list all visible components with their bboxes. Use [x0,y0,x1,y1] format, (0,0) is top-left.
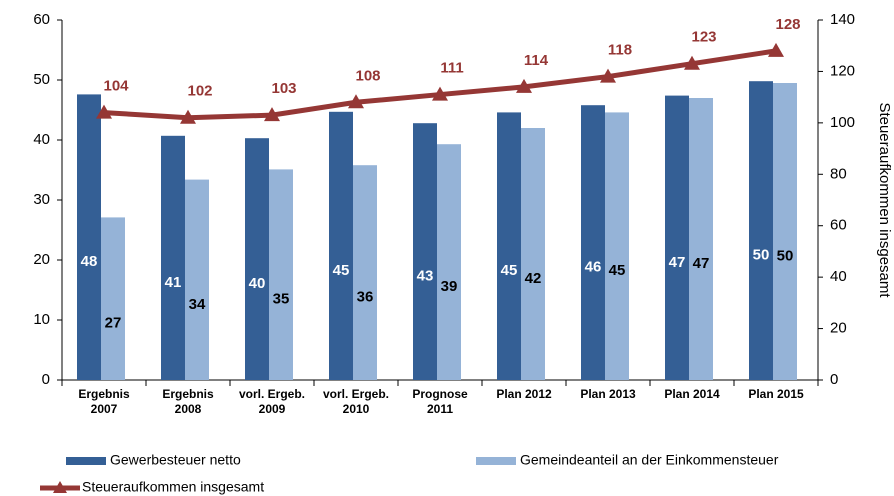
bar [521,128,545,380]
bar [437,144,461,380]
legend-swatch [476,457,516,465]
line-value-label: 111 [440,60,463,77]
y2-tick-label: 40 [830,268,847,285]
y-tick-label: 0 [42,371,50,388]
x-tick-label: Plan 2013 [580,387,636,401]
bar [665,95,689,380]
line-marker [348,94,364,109]
line-marker [684,55,700,70]
line-value-label: 104 [103,78,129,95]
value-label: 34 [189,296,206,313]
y2-tick-label: 100 [830,114,855,131]
bar [497,112,521,381]
x-tick-label: vorl. Ergeb. [239,387,305,401]
value-label: 36 [357,289,374,306]
y2-axis-label: Steueraufkommen insgesamt [876,102,893,298]
legend-marker [53,481,67,493]
line-value-label: 114 [524,52,549,69]
value-label: 47 [693,255,710,272]
y2-tick-label: 20 [830,320,847,337]
x-tick-label: 2009 [259,402,286,416]
y2-tick-label: 140 [830,11,855,28]
x-tick-label: 2007 [91,402,118,416]
x-tick-label: Ergebnis [162,387,214,401]
value-label: 45 [333,262,350,279]
line-value-label: 123 [691,29,716,46]
bar [269,169,293,380]
value-label: 40 [249,275,266,292]
x-tick-label: Ergebnis [78,387,130,401]
value-label: 45 [609,262,626,279]
bar [689,98,713,380]
line-marker [96,104,112,119]
value-label: 43 [417,268,434,285]
value-label: 50 [777,247,794,264]
bar [161,135,185,380]
y-tick-label: 60 [33,11,50,28]
y-tick-label: 30 [33,191,50,208]
bar [329,111,353,381]
bar [773,83,797,380]
x-tick-label: Plan 2012 [496,387,552,401]
x-tick-label: Plan 2015 [748,387,804,401]
x-tick-label: 2008 [175,402,202,416]
x-tick-label: Plan 2014 [664,387,720,401]
legend-label: Steueraufkommen insgesamt [82,479,264,495]
bar [353,165,377,380]
line-marker [264,107,280,122]
y-tick-label: 20 [33,251,50,268]
bar [581,105,605,380]
y-tick-label: 50 [33,71,50,88]
line-value-label: 103 [271,80,296,97]
x-tick-label: 2011 [427,402,453,416]
x-tick-label: Prognose [412,387,468,401]
legend-swatch [66,457,106,465]
value-label: 50 [753,247,770,264]
value-label: 42 [525,270,542,287]
line-marker [600,68,616,83]
value-label: 45 [501,262,518,279]
legend-label: Gemeindeanteil an der Einkommensteuer [520,452,779,468]
line-marker [768,42,784,57]
y2-tick-label: 0 [830,371,838,388]
x-tick-label: 2010 [343,402,370,416]
value-label: 48 [81,253,98,270]
bar [245,138,269,380]
line-marker [432,86,448,101]
y2-tick-label: 60 [830,217,847,234]
bar [77,94,101,381]
value-label: 41 [165,274,182,291]
value-label: 47 [669,254,686,271]
y2-tick-label: 120 [830,62,855,79]
line-marker [180,109,196,124]
bar [101,217,125,380]
value-label: 27 [105,315,122,332]
value-label: 46 [585,259,602,276]
value-label: 39 [441,278,458,295]
line-value-label: 128 [775,16,800,33]
legend-label: Gewerbesteuer netto [110,452,241,468]
x-tick-label: vorl. Ergeb. [323,387,389,401]
line-value-label: 102 [187,83,212,100]
bar [185,179,209,380]
value-label: 35 [273,291,290,308]
line-value-label: 108 [355,67,380,84]
y-tick-label: 10 [33,311,50,328]
y2-tick-label: 80 [830,165,847,182]
line-value-label: 118 [608,42,632,59]
y-tick-label: 40 [33,131,50,148]
line-marker [516,78,532,93]
bar [749,81,773,380]
bar [413,123,437,380]
bar [605,112,629,381]
